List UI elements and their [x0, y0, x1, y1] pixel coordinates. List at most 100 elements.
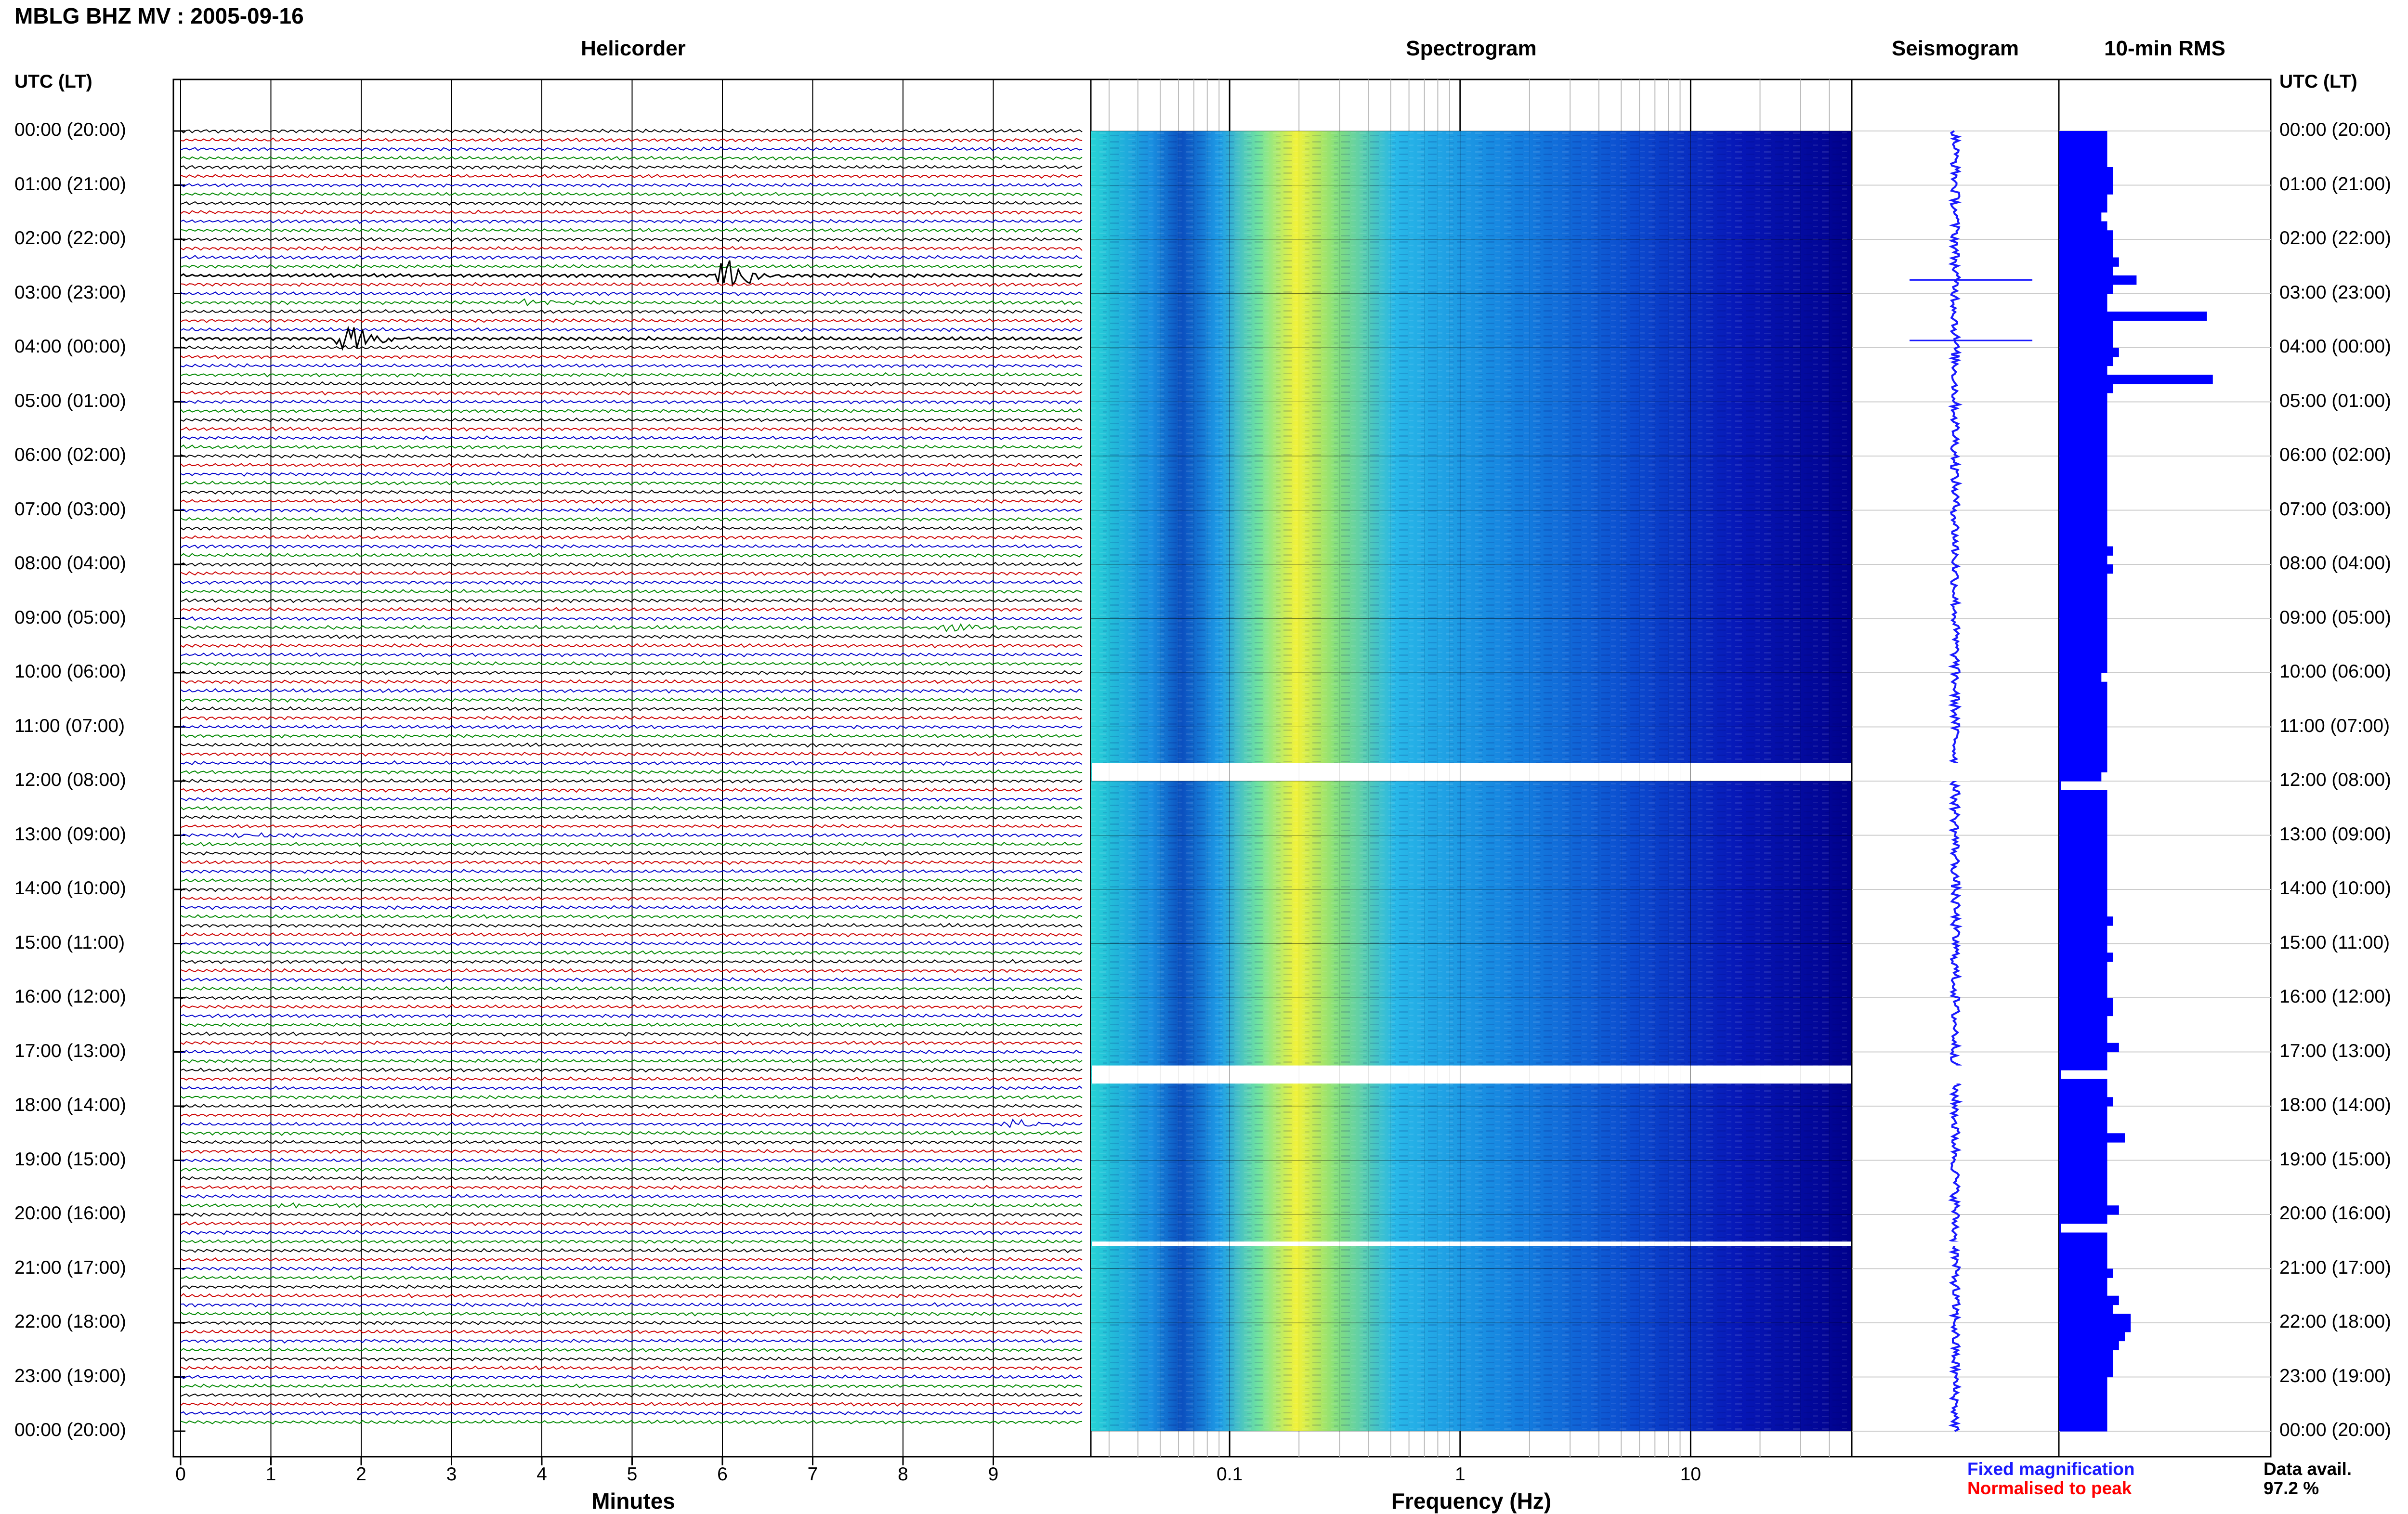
helicorder-trace [180, 623, 1083, 632]
time-label-left: 03:00 (23:00) [14, 282, 127, 303]
helicorder-trace [180, 390, 1083, 396]
rms-bar [2060, 230, 2113, 240]
time-label-left: 09:00 (05:00) [14, 607, 127, 628]
rms-bar [2060, 727, 2107, 736]
time-label-right: 11:00 (07:00) [2279, 715, 2390, 736]
rms-bar [2060, 745, 2107, 755]
rms-bar [2060, 1142, 2107, 1152]
helicorder-trace [180, 255, 1083, 261]
spectrogram-x-tick: 1 [1454, 1464, 1466, 1485]
rms-bar [2060, 465, 2107, 475]
rms-bar [2060, 989, 2107, 998]
rms-bar [2060, 438, 2107, 447]
time-label-left: 14:00 (10:00) [14, 878, 127, 899]
rms-bar [2060, 1079, 2107, 1089]
helicorder-trace [180, 860, 1083, 865]
helicorder-x-tick: 1 [265, 1464, 276, 1485]
rms-bar [2060, 1395, 2107, 1405]
rms-bar [2060, 329, 2113, 339]
time-label-right: 00:00 (20:00) [2279, 119, 2392, 140]
helicorder-trace [180, 1103, 1083, 1109]
helicorder-trace [180, 887, 1083, 892]
spectrogram-x-tick: 10 [1680, 1464, 1701, 1485]
helicorder-trace [180, 298, 1083, 307]
rms-bar [2060, 591, 2107, 601]
helicorder-trace [180, 1229, 1083, 1235]
rms-bar [2060, 528, 2107, 538]
rms-bar [2060, 1097, 2113, 1107]
rms-bar [2060, 600, 2107, 610]
rms-bar [2060, 998, 2113, 1007]
helicorder-trace [180, 155, 1083, 161]
helicorder-trace [180, 652, 1083, 657]
seismogram-gap [1941, 1241, 1970, 1246]
time-label-left: 21:00 (17:00) [14, 1257, 127, 1278]
helicorder-trace [180, 1185, 1083, 1190]
rms-bar [2060, 1016, 2107, 1025]
time-label-right: 00:00 (20:00) [2279, 1420, 2392, 1440]
time-label-right: 03:00 (23:00) [2279, 282, 2392, 303]
time-label-right: 19:00 (15:00) [2279, 1149, 2392, 1170]
rms-bar [2060, 140, 2107, 150]
helicorder-trace [180, 814, 1083, 820]
helicorder-trace [180, 850, 1083, 856]
rms-bar [2060, 853, 2107, 863]
rms-bar [2060, 392, 2107, 403]
data-availability-label: Data avail. [2264, 1459, 2352, 1479]
helicorder-trace [180, 1193, 1083, 1199]
rms-bar [2060, 483, 2107, 493]
helicorder-trace [180, 209, 1083, 215]
rms-bar [2060, 1268, 2113, 1278]
rms-bar [2060, 962, 2107, 971]
helicorder-x-tick: 0 [175, 1464, 186, 1485]
rms-bar [2060, 384, 2113, 393]
rms-bar [2060, 1295, 2119, 1305]
rms-title: 10-min RMS [2104, 37, 2225, 60]
helicorder-trace [180, 661, 1083, 666]
helicorder-trace [180, 598, 1083, 603]
helicorder-x-label: Minutes [591, 1488, 675, 1514]
helicorder-trace [180, 1094, 1083, 1100]
rms-bar [2060, 239, 2113, 249]
helicorder-trace [180, 219, 1083, 224]
helicorder-trace [180, 1202, 1083, 1209]
rms-bar [2060, 573, 2107, 583]
time-label-left: 10:00 (06:00) [14, 661, 127, 682]
helicorder-trace [180, 1013, 1083, 1018]
helicorder-trace [180, 751, 1083, 757]
helicorder-trace [180, 481, 1083, 486]
helicorder-trace [180, 128, 1083, 134]
helicorder-trace [180, 498, 1083, 504]
time-label-left: 11:00 (07:00) [14, 715, 125, 736]
rms-bar [2060, 1006, 2113, 1017]
rms-frame [2058, 78, 2272, 1458]
helicorder-trace [180, 183, 1083, 188]
helicorder-trace [180, 697, 1083, 703]
helicorder-trace [180, 444, 1083, 450]
helicorder-trace [180, 1040, 1083, 1045]
helicorder-trace [180, 173, 1083, 179]
helicorder-x-tick: 3 [446, 1464, 457, 1485]
helicorder-trace [180, 399, 1083, 405]
rms-bar [2060, 1205, 2119, 1215]
time-label-left: 07:00 (03:00) [14, 498, 127, 520]
rms-bar [2060, 1160, 2107, 1170]
spectrogram-plot [1090, 78, 1853, 1458]
helicorder-trace [180, 282, 1083, 287]
helicorder-trace [180, 1067, 1083, 1073]
spectrogram-gap [1092, 1241, 1851, 1246]
time-label-left: 05:00 (01:00) [14, 390, 127, 411]
rms-bar [2060, 429, 2107, 439]
rms-bar [2060, 447, 2107, 457]
rms-bar [2060, 149, 2107, 158]
spectrogram-x-tick: 0.1 [1217, 1464, 1243, 1485]
time-label-left: 01:00 (21:00) [14, 173, 127, 195]
helicorder-trace [180, 679, 1083, 684]
rms-bar [2060, 1232, 2107, 1242]
time-label-right: 16:00 (12:00) [2279, 986, 2392, 1007]
page-title: MBLG BHZ MV : 2005-09-16 [14, 3, 304, 28]
rms-bar [2060, 943, 2107, 953]
time-label-right: 15:00 (11:00) [2279, 932, 2390, 953]
rms-bar [2060, 1025, 2107, 1034]
rms-bar [2060, 1404, 2107, 1414]
